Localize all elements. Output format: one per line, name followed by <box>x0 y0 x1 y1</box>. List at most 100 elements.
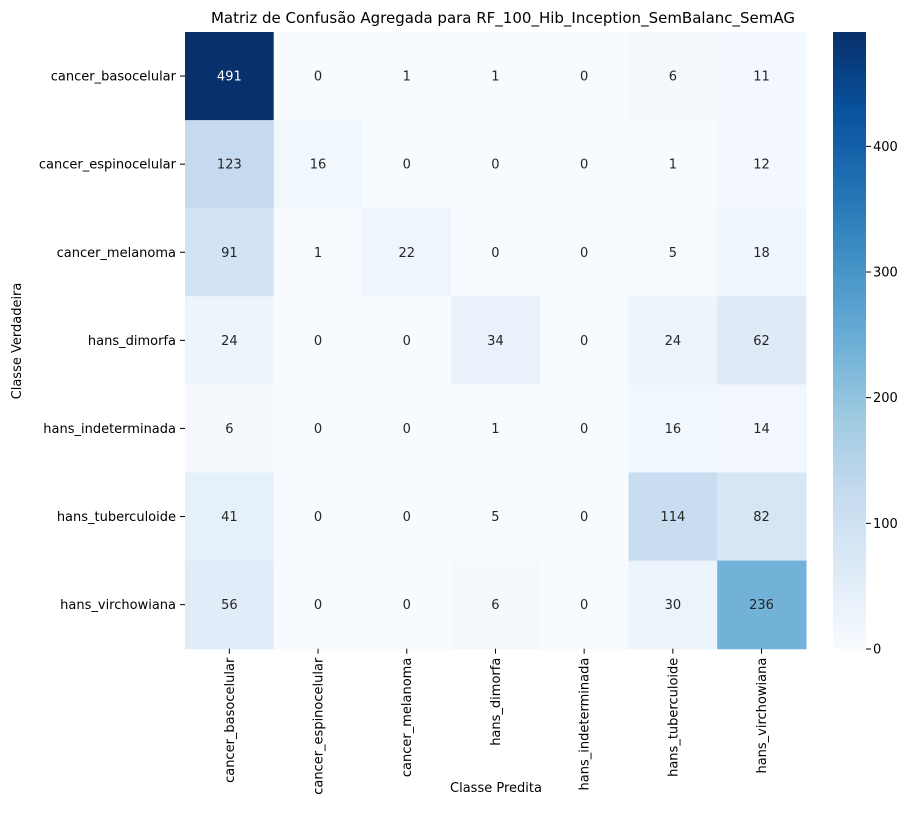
heatmap-cell <box>185 296 275 385</box>
heatmap-cell <box>185 208 275 297</box>
colorbar-tick-label: 200 <box>873 391 898 406</box>
y-tick-label: cancer_espinocelular <box>39 158 177 173</box>
cell-value-label: 12 <box>753 158 770 173</box>
cell-value-label: 236 <box>749 598 774 613</box>
cell-value-label: 1 <box>403 70 411 85</box>
cell-value-label: 1 <box>314 246 322 261</box>
cell-value-label: 24 <box>665 334 682 349</box>
cell-value-label: 0 <box>580 246 588 261</box>
cell-value-label: 0 <box>580 334 588 349</box>
colorbar-tick-label: 300 <box>873 266 898 281</box>
heatmap-cell <box>273 32 363 121</box>
heatmap-cell <box>362 32 452 121</box>
cell-value-label: 491 <box>217 70 242 85</box>
heatmap-cell <box>717 560 807 650</box>
heatmap-cell <box>539 120 630 209</box>
y-axis-label: Classe Verdadeira <box>10 283 25 400</box>
cell-value-label: 16 <box>310 158 327 173</box>
heatmap-cell <box>717 472 807 562</box>
heatmap-cell <box>362 560 452 650</box>
heatmap-cell <box>628 384 718 474</box>
heatmap-cell <box>717 384 807 474</box>
y-tick-label: hans_indeterminada <box>43 422 176 437</box>
cell-value-label: 0 <box>580 598 588 613</box>
cell-value-label: 62 <box>753 334 770 349</box>
heatmap-cell <box>451 32 541 121</box>
cell-value-label: 0 <box>580 70 588 85</box>
heatmap-cell <box>185 384 275 474</box>
cell-value-label: 0 <box>491 158 499 173</box>
cell-value-label: 18 <box>753 246 770 261</box>
x-tick-label: hans_tuberculoide <box>666 658 681 777</box>
cell-value-label: 0 <box>314 70 322 85</box>
cell-value-label: 1 <box>669 158 677 173</box>
heatmap-cell <box>628 472 718 562</box>
heatmap-cell <box>273 208 363 297</box>
cell-value-label: 0 <box>314 598 322 613</box>
cell-value-label: 0 <box>580 422 588 437</box>
chart-title: Matriz de Confusão Agregada para RF_100_… <box>211 9 795 28</box>
heatmap-cell <box>273 384 363 474</box>
heatmap-cell <box>717 120 807 209</box>
heatmap-cell <box>185 472 275 562</box>
x-tick-label: hans_indeterminada <box>578 658 593 791</box>
heatmap-cell <box>451 208 541 297</box>
x-tick-label: cancer_espinocelular <box>312 657 327 795</box>
cell-value-label: 0 <box>491 246 499 261</box>
cell-value-label: 5 <box>491 510 499 525</box>
cell-value-label: 22 <box>398 246 415 261</box>
heatmap-cell <box>628 208 718 297</box>
y-tick-label: cancer_melanoma <box>57 246 176 261</box>
heatmap-cell <box>185 560 275 650</box>
y-tick-label: hans_dimorfa <box>88 334 176 349</box>
cell-value-label: 114 <box>660 510 685 525</box>
x-axis-label: Classe Predita <box>450 781 542 796</box>
colorbar-tick-label: 0 <box>873 643 881 658</box>
heatmap-cell <box>539 296 630 385</box>
heatmap-cell <box>628 560 718 650</box>
cell-value-label: 14 <box>753 422 770 437</box>
heatmap-cell <box>539 560 630 650</box>
heatmap-cell <box>717 32 807 121</box>
cell-value-label: 0 <box>314 510 322 525</box>
heatmap-cell <box>539 208 630 297</box>
heatmap-cell <box>362 296 452 385</box>
heatmap-cell <box>451 472 541 562</box>
colorbar <box>833 32 866 649</box>
colorbar-ticks: 0 100 200 300 400 <box>866 140 898 658</box>
y-tick-label: hans_virchowiana <box>60 598 176 613</box>
heatmap-cell <box>451 120 541 209</box>
heatmap-cell <box>362 472 452 562</box>
heatmap-cell <box>185 120 275 209</box>
cell-value-label: 0 <box>403 158 411 173</box>
cell-value-label: 5 <box>669 246 677 261</box>
heatmap-cell <box>539 384 630 474</box>
cell-value-label: 56 <box>221 598 238 613</box>
heatmap-cell <box>451 384 541 474</box>
heatmap-cell <box>451 296 541 385</box>
cell-value-label: 91 <box>221 246 238 261</box>
heatmap-cell <box>628 296 718 385</box>
x-tick-label: cancer_basocelular <box>223 657 238 783</box>
cell-value-label: 0 <box>403 334 411 349</box>
cell-value-label: 123 <box>217 158 242 173</box>
cell-value-label: 6 <box>669 70 677 85</box>
heatmap-cell <box>628 32 718 121</box>
cell-value-label: 6 <box>491 598 499 613</box>
x-tick-label: hans_virchowiana <box>755 658 770 774</box>
cell-value-label: 24 <box>221 334 238 349</box>
colorbar-tick-label: 400 <box>873 140 898 155</box>
cell-value-label: 1 <box>491 70 499 85</box>
cell-value-label: 0 <box>403 422 411 437</box>
y-tick-label: hans_tuberculoide <box>57 510 176 525</box>
y-tick-label: cancer_basocelular <box>51 70 177 85</box>
heatmap-cell <box>717 296 807 385</box>
cell-value-label: 82 <box>753 510 770 525</box>
heatmap-cell <box>451 560 541 650</box>
heatmap-cell <box>273 120 363 209</box>
cell-value-label: 11 <box>753 70 770 85</box>
heatmap-cell <box>185 32 275 121</box>
heatmap-cell <box>273 296 363 385</box>
heatmap-cell <box>273 472 363 562</box>
